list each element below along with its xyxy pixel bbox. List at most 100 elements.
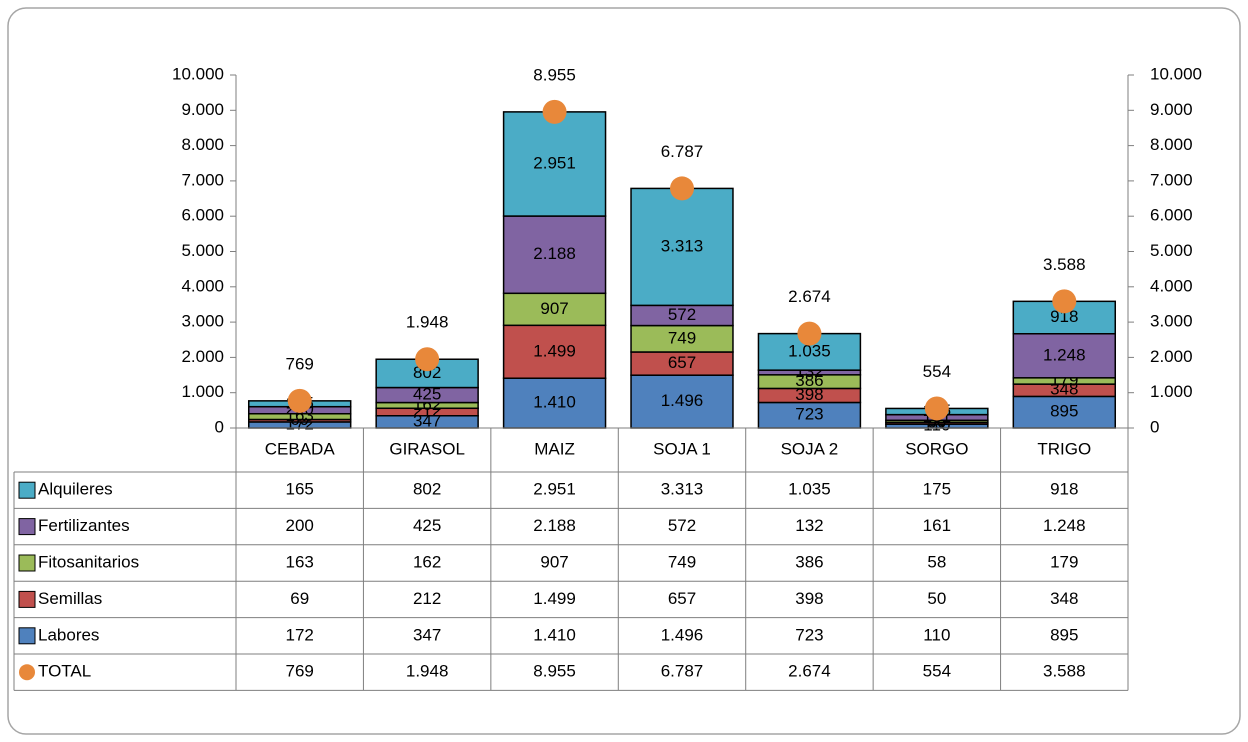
table-cell: 386 bbox=[795, 552, 823, 571]
table-cell: 347 bbox=[413, 625, 441, 644]
table-cell: 6.787 bbox=[661, 662, 704, 681]
table-cell: 425 bbox=[413, 516, 441, 535]
table-cell: 110 bbox=[923, 625, 950, 644]
table-cell: 8.955 bbox=[533, 662, 576, 681]
x-tick-label: SOJA 2 bbox=[781, 439, 839, 458]
y2-tick-label: 4.000 bbox=[1150, 276, 1193, 295]
total-label: 8.955 bbox=[533, 65, 576, 84]
x-tick-label: SORGO bbox=[905, 439, 968, 458]
legend-swatch bbox=[19, 664, 35, 681]
table-cell: 1.410 bbox=[533, 625, 576, 644]
table-cell: 2.951 bbox=[533, 480, 576, 499]
data-label: 1.499 bbox=[533, 341, 576, 360]
x-tick-label: CEBADA bbox=[265, 439, 336, 458]
data-label: 918 bbox=[1050, 307, 1078, 326]
table-cell: 2.674 bbox=[788, 662, 831, 681]
y2-tick-label: 10.000 bbox=[1150, 64, 1202, 83]
y2-tick-label: 0 bbox=[1150, 417, 1159, 436]
table-cell: 723 bbox=[795, 625, 823, 644]
table-cell: 907 bbox=[540, 552, 568, 571]
table-cell: 58 bbox=[927, 552, 946, 571]
data-label: 398 bbox=[795, 385, 823, 404]
bar-segment bbox=[502, 324, 607, 379]
data-label: 1.248 bbox=[1043, 345, 1086, 364]
bar-segment bbox=[502, 111, 607, 217]
data-label: 2.951 bbox=[533, 153, 576, 172]
data-label: 425 bbox=[413, 385, 441, 404]
table-cell: 165 bbox=[286, 480, 314, 499]
data-label: 895 bbox=[1050, 402, 1078, 421]
table-cell: 398 bbox=[795, 589, 823, 608]
table-cell: 769 bbox=[286, 662, 314, 681]
x-tick-label: MAIZ bbox=[534, 439, 575, 458]
legend-label: Alquileres bbox=[38, 480, 113, 499]
y-tick-label: 8.000 bbox=[181, 135, 224, 154]
table-cell: 1.499 bbox=[533, 589, 576, 608]
total-marker bbox=[542, 99, 567, 124]
data-label: 657 bbox=[668, 353, 696, 372]
total-marker bbox=[924, 396, 949, 421]
table-cell: 172 bbox=[286, 625, 314, 644]
y-tick-label: 6.000 bbox=[181, 206, 224, 225]
table-cell: 554 bbox=[923, 662, 951, 681]
total-marker bbox=[670, 176, 694, 201]
table-cell: 1.248 bbox=[1043, 516, 1086, 535]
table-cell: 69 bbox=[290, 589, 309, 608]
total-marker bbox=[287, 388, 312, 413]
data-label: 572 bbox=[668, 305, 696, 324]
data-label: 1.410 bbox=[533, 393, 576, 412]
x-tick-label: TRIGO bbox=[1037, 439, 1091, 458]
table-cell: 161 bbox=[923, 516, 951, 535]
x-tick-label: GIRASOL bbox=[389, 439, 465, 458]
y-tick-label: 4.000 bbox=[181, 276, 224, 295]
total-marker bbox=[797, 321, 822, 346]
data-label: 723 bbox=[795, 405, 823, 424]
y-tick-label: 1.000 bbox=[181, 382, 224, 401]
legend-swatch bbox=[18, 590, 36, 608]
total-marker bbox=[415, 347, 440, 372]
y-tick-label: 3.000 bbox=[181, 312, 224, 331]
data-label: 1.035 bbox=[788, 341, 831, 360]
y2-tick-label: 1.000 bbox=[1150, 382, 1193, 401]
table-cell: 3.588 bbox=[1043, 662, 1086, 681]
bar-segment bbox=[1012, 395, 1117, 429]
data-label: 386 bbox=[795, 371, 823, 390]
y2-tick-label: 9.000 bbox=[1150, 100, 1193, 119]
table-cell: 2.188 bbox=[533, 516, 576, 535]
data-label: 3.313 bbox=[661, 236, 704, 255]
table-cell: 802 bbox=[413, 480, 441, 499]
table-cell: 1.035 bbox=[788, 480, 831, 499]
bar-segment bbox=[757, 401, 862, 429]
table-cell: 348 bbox=[1050, 589, 1078, 608]
bar-segment bbox=[630, 324, 734, 353]
total-label: 6.787 bbox=[661, 142, 704, 161]
legend-swatch bbox=[18, 518, 36, 536]
y-tick-label: 9.000 bbox=[181, 100, 224, 119]
table-cell: 162 bbox=[413, 552, 441, 571]
bar-segment bbox=[630, 374, 734, 429]
data-label: 749 bbox=[668, 328, 696, 347]
data-label: 1.496 bbox=[661, 391, 704, 410]
legend-swatch bbox=[18, 627, 36, 645]
bar-segment bbox=[630, 187, 734, 307]
total-label: 554 bbox=[923, 362, 951, 381]
total-label: 1.948 bbox=[406, 313, 449, 332]
legend-label: Labores bbox=[38, 625, 99, 644]
table-cell: 132 bbox=[795, 516, 823, 535]
table-cell: 200 bbox=[286, 516, 314, 535]
table-cell: 163 bbox=[286, 552, 314, 571]
x-tick-label: SOJA 1 bbox=[653, 439, 711, 458]
table-cell: 3.313 bbox=[661, 480, 704, 499]
table-cell: 657 bbox=[668, 589, 696, 608]
data-label: 2.188 bbox=[533, 244, 576, 263]
y2-tick-label: 5.000 bbox=[1150, 241, 1193, 260]
total-marker bbox=[1052, 289, 1077, 314]
y2-tick-label: 2.000 bbox=[1150, 347, 1193, 366]
table-cell: 179 bbox=[1050, 552, 1078, 571]
chart-frame bbox=[7, 7, 1241, 735]
table-cell: 212 bbox=[413, 589, 441, 608]
bar-segment bbox=[502, 292, 607, 327]
table-cell: 895 bbox=[1050, 625, 1078, 644]
